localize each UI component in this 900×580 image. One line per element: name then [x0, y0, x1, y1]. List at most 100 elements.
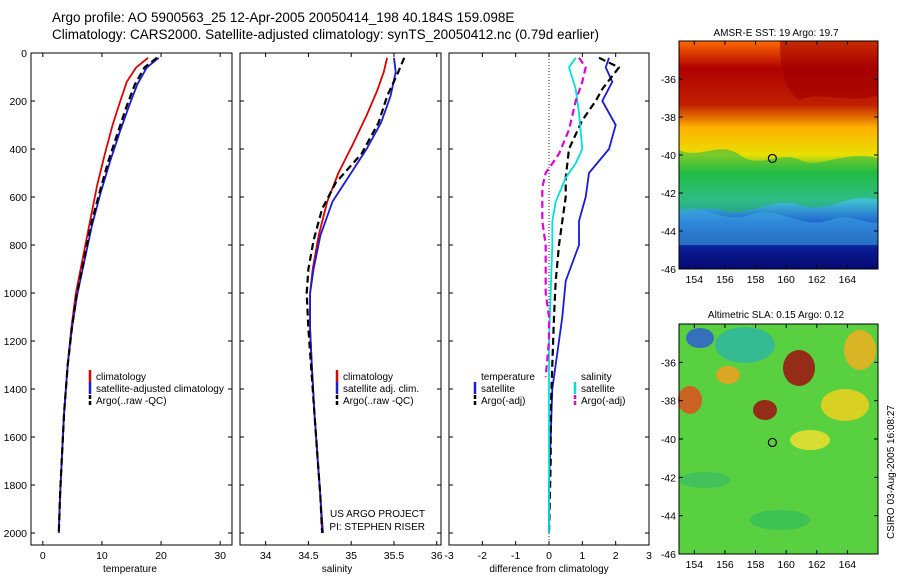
legend-label: satellite-adjusted climatology — [96, 384, 224, 395]
legend-label: climatology — [343, 372, 393, 383]
legend-label: Argo(-adj) — [481, 396, 525, 407]
timestamp-stamp: CSIRO 03-Aug-2005 16:08:27 — [886, 405, 897, 539]
sla-lon-axis: 154 156 158 160 162 164 — [686, 324, 857, 571]
temperature-axes-frame — [30, 52, 233, 546]
temperature-series — [57, 56, 160, 534]
y-tick-label: 1200 — [4, 336, 28, 348]
y-tick-label: 200 — [9, 96, 27, 108]
legend-label: Argo(-adj) — [581, 396, 625, 407]
y-tick-label: 1800 — [4, 480, 28, 492]
sla-lat-axis: -36 -38 -40 -42 -44 -46 — [661, 357, 878, 561]
lat-tick-label: -36 — [661, 357, 676, 369]
pi-annotation: PI: STEPHEN RISER — [329, 522, 425, 533]
lon-tick-label: 164 — [839, 559, 857, 571]
lon-tick-label: 160 — [777, 274, 795, 286]
x-tick-label: -1 — [511, 550, 520, 562]
x-tick-label: 35.5 — [384, 550, 405, 562]
salinity-panel: 34 34.5 35 35.5 36 salinity climatology sate… — [239, 52, 443, 575]
lon-tick-label: 158 — [747, 274, 765, 286]
lat-tick-label: -42 — [661, 188, 676, 200]
sla-feature — [750, 510, 810, 530]
y-tick-label: 800 — [9, 240, 27, 252]
difference-legend-salinity: salinity satellite Argo(-adj) — [573, 372, 625, 407]
temperature-panel: 0 200 400 600 800 1000 1200 1400 1600 1800 2000 0 1… — [4, 48, 233, 575]
difference-panel: -3 -2 -1 0 1 2 3 difference from climatology t… — [444, 52, 652, 575]
sla-feature — [790, 430, 830, 450]
lon-tick-label: 156 — [716, 559, 734, 571]
x-tick-label: 35 — [345, 550, 357, 562]
legend-label: satellite adj. clim. — [343, 384, 419, 395]
difference-y-ticks — [449, 52, 649, 534]
plot-title-line2: Climatology: CARS2000. Satellite-adjuste… — [52, 27, 600, 42]
series-line-satellite-adj-clim — [309, 57, 397, 534]
series-line-salinity-argo-adj — [541, 57, 587, 378]
lat-tick-label: -46 — [661, 549, 676, 561]
legend-label: Argo(..raw -QC) — [343, 396, 414, 407]
x-tick-label: 3 — [646, 550, 652, 562]
legend-label: Argo(..raw -QC) — [96, 396, 167, 407]
series-line-argo-raw-qc — [57, 56, 158, 534]
lon-tick-label: 156 — [716, 274, 734, 286]
lon-tick-label: 158 — [747, 559, 765, 571]
sla-feature — [686, 328, 714, 348]
x-tick-label: 20 — [155, 550, 167, 562]
y-tick-label: 1000 — [4, 288, 28, 300]
y-tick-label: 1400 — [4, 384, 28, 396]
project-annotation: US ARGO PROJECT — [330, 509, 425, 520]
y-tick-label: 1600 — [4, 432, 28, 444]
temperature-x-axis: 0 10 20 30 — [40, 53, 226, 562]
plot-title-line1: Argo profile: AO 5900563_25 12-Apr-2005 … — [52, 10, 515, 25]
lat-tick-label: -42 — [661, 472, 676, 484]
lat-tick-label: -38 — [661, 112, 676, 124]
legend-title: salinity — [581, 372, 612, 383]
salinity-y-ticks — [240, 52, 441, 534]
lon-tick-label: 154 — [686, 274, 704, 286]
sla-feature — [715, 327, 775, 363]
series-line-salinity-satellite — [548, 57, 584, 533]
lat-tick-label: -36 — [661, 74, 676, 86]
sst-map-title: AMSR-E SST: 19 Argo: 19.7 — [713, 28, 838, 39]
lon-tick-label: 162 — [808, 559, 826, 571]
series-line-argo-raw-qc — [305, 57, 406, 534]
sla-feature — [753, 400, 777, 420]
x-tick-label: 0 — [546, 550, 552, 562]
sla-feature — [678, 386, 702, 414]
temperature-xlabel: temperature — [103, 564, 157, 575]
sla-map-panel: Altimetric SLA: 0.15 Argo: 0.12 -36 -38 -4… — [661, 310, 879, 571]
salinity-xlabel: salinity — [322, 564, 353, 575]
salinity-series — [305, 57, 406, 534]
sst-front-band — [679, 149, 878, 213]
sla-map-title: Altimetric SLA: 0.15 Argo: 0.12 — [708, 310, 845, 321]
difference-series — [541, 56, 621, 534]
x-tick-label: 30 — [214, 550, 226, 562]
series-line-temperature-argo-adj — [547, 56, 621, 534]
legend-label: satellite — [581, 384, 615, 395]
x-tick-label: 34.5 — [298, 550, 319, 562]
x-tick-label: -2 — [478, 550, 487, 562]
x-tick-label: 1 — [579, 550, 585, 562]
difference-xlabel: difference from climatology — [489, 564, 608, 575]
lat-tick-label: -46 — [661, 264, 676, 276]
lat-tick-label: -44 — [661, 511, 676, 523]
sst-warm-patch — [780, 41, 878, 100]
sla-feature — [844, 330, 876, 370]
salinity-x-axis: 34 34.5 35 35.5 36 — [260, 53, 443, 562]
legend-label: climatology — [96, 372, 146, 383]
lat-tick-label: -40 — [661, 150, 676, 162]
y-tick-label: 0 — [21, 48, 27, 60]
y-tick-label: 2000 — [4, 528, 28, 540]
lat-tick-label: -44 — [661, 226, 676, 238]
sst-cool-band — [679, 207, 878, 245]
x-tick-label: 2 — [613, 550, 619, 562]
lon-tick-label: 154 — [686, 559, 704, 571]
y-tick-label: 600 — [9, 192, 27, 204]
sst-map-panel: AMSR-E SST: 19 Argo: 19.7 -36 -38 -40 -42 -4… — [661, 28, 879, 286]
lat-tick-label: -38 — [661, 396, 676, 408]
depth-axis: 0 200 400 600 800 1000 1200 1400 1600 1800 2000 — [4, 48, 232, 540]
sst-lat-axis: -36 -38 -40 -42 -44 -46 — [661, 74, 878, 276]
sla-feature — [716, 366, 740, 384]
lat-tick-label: -40 — [661, 434, 676, 446]
x-tick-label: 0 — [40, 550, 46, 562]
salinity-legend: climatology satellite adj. clim. Argo(..… — [335, 370, 419, 407]
